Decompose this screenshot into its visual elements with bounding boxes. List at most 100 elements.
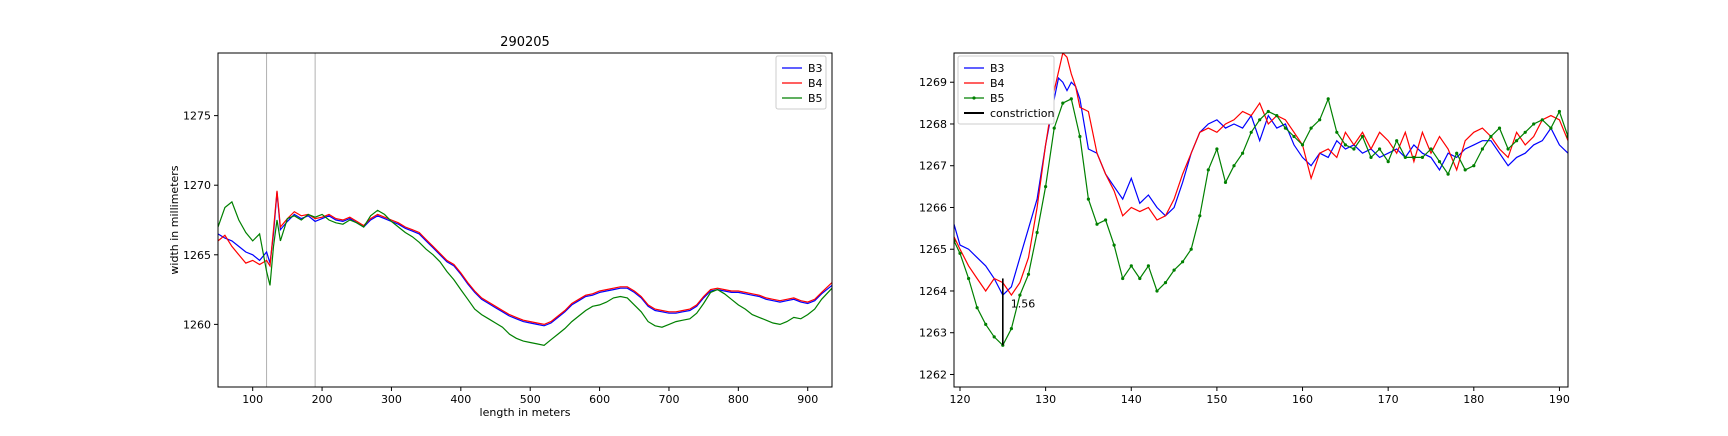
y-tick-label: 1269 [919,76,947,89]
data-point-b5 [1155,289,1159,293]
data-point-b5 [1206,168,1210,172]
y-tick-label: 1265 [919,243,947,256]
x-tick-label: 180 [1463,393,1484,406]
data-point-b5 [984,322,988,326]
data-point-b5 [1506,147,1510,151]
x-tick-label: 190 [1549,393,1570,406]
data-point-b5 [1369,155,1373,159]
legend-label-b4: B4 [808,77,823,90]
data-point-b5 [1223,180,1228,184]
axes-frame [217,52,833,388]
y-tick-label: 1265 [183,249,211,262]
data-point-b5 [1044,185,1048,189]
data-point-b5 [1181,260,1185,264]
x-tick-label: 130 [1035,393,1056,406]
data-point-b5 [1540,118,1544,122]
data-point-b5 [1403,155,1407,159]
data-point-b5 [1163,281,1168,285]
data-point-b5 [1138,276,1142,281]
legend-label-b5: B5 [990,92,1005,105]
legend-frame [957,55,1055,125]
axes-frame [953,52,1569,388]
data-point-b5 [992,335,996,339]
data-point-b5 [1283,126,1287,130]
data-point-b5 [1472,164,1476,168]
x-tick-label: 170 [1378,393,1399,406]
data-point-b5 [1309,126,1313,130]
series-line-b4 [218,190,832,326]
y-axis-label: width in millimeters [168,165,181,274]
data-point-b5 [1009,327,1014,331]
data-point-b5 [1078,134,1082,139]
data-point-b5 [1429,147,1433,151]
data-point-b5 [1241,151,1245,155]
data-point-b5 [967,276,971,281]
x-tick-label: 200 [312,393,333,406]
x-tick-label: 150 [1206,393,1227,406]
data-point-b5 [1420,155,1424,159]
data-point-b5 [1412,155,1416,159]
y-tick-label: 1260 [183,318,211,331]
data-point-b5 [1121,276,1125,281]
data-point-b5 [1104,218,1108,222]
data-point-b5 [1523,130,1527,134]
data-point-b5 [1446,172,1450,176]
data-point-b5 [1343,143,1347,147]
x-tick-label: 100 [242,393,263,406]
legend-label-b4: B4 [990,77,1005,90]
legend-label-b5: B5 [808,92,823,105]
y-tick-label: 1270 [183,179,211,192]
x-axis-label: length in meters [480,406,571,419]
data-point-b5 [1455,151,1459,155]
x-tick-label: 700 [658,393,679,406]
data-point-b5 [1557,109,1561,114]
x-tick-label: 500 [520,393,541,406]
data-point-b5 [1129,264,1133,268]
data-point-b5 [1437,160,1442,164]
data-point-b5 [1061,101,1065,105]
y-tick-label: 1275 [183,110,211,123]
x-tick-label: 900 [797,393,818,406]
annotation-label: 1.56 [1011,298,1036,311]
series-line-b3 [218,192,832,327]
x-tick-label: 160 [1292,393,1313,406]
x-tick-label: 300 [381,393,402,406]
data-point-b5 [1146,264,1150,268]
data-point-b5 [1215,147,1219,151]
data-point-b5 [1480,147,1484,151]
legend-label-b3: B3 [990,62,1005,75]
data-point-b5 [1026,272,1031,276]
data-point-b5 [1172,268,1176,272]
x-tick-label: 120 [949,393,970,406]
right-chart: 1.56 120 130 140 150 160 170 180 190 1262 1263 1264… [919,52,1570,406]
data-point-b5 [1395,139,1399,143]
y-tick-label: 1262 [919,368,947,381]
series-line-b5 [218,200,832,346]
series-line-b4 [954,53,1568,297]
data-point-b5 [975,306,979,310]
y-tick-label: 1266 [919,201,947,214]
data-point-b5 [1386,160,1390,164]
legend-marker [972,96,976,100]
x-tick-label: 600 [589,393,610,406]
plot-area [218,190,832,346]
data-point-b5 [1086,197,1090,201]
left-chart: 290205 length in meters width in millime… [168,35,833,419]
data-point-b5 [1198,214,1202,218]
legend: B3 B4 B5 constriction [957,55,1055,125]
data-point-b5 [1360,134,1365,139]
chart-title: 290205 [500,35,550,50]
data-point-b5 [1497,126,1502,130]
data-point-b5 [958,251,962,255]
data-point-b5 [1532,122,1536,126]
data-point-b5 [1069,97,1073,101]
data-point-b5 [1352,147,1356,151]
data-point-b5 [1249,130,1253,134]
legend-label-b3: B3 [808,62,823,75]
data-point-b5 [1266,109,1270,114]
data-point-b5 [1189,247,1193,251]
data-point-b5 [1463,168,1467,172]
data-point-b5 [1378,147,1382,151]
data-point-b5 [1335,130,1339,134]
